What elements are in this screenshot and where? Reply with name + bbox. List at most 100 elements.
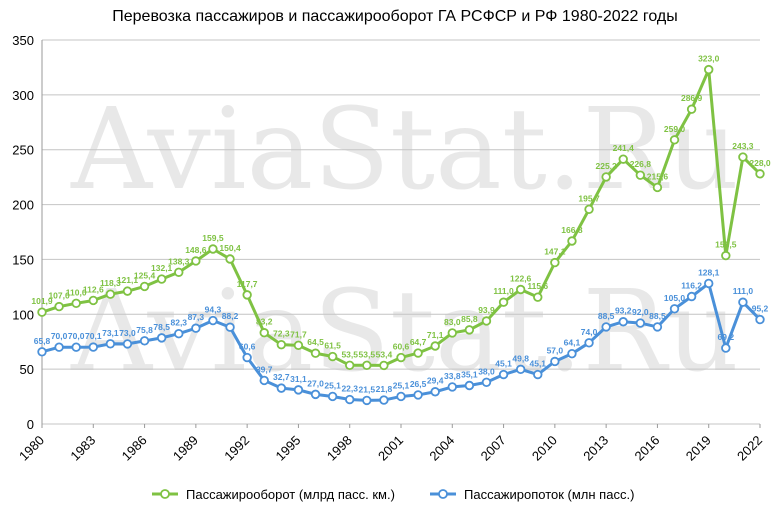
data-point — [652, 322, 663, 332]
data-point — [242, 290, 252, 300]
data-point — [293, 385, 304, 395]
data-label: 148,6 — [185, 245, 207, 255]
data-label: 111,0 — [493, 286, 514, 296]
data-point — [122, 339, 133, 349]
data-label: 64,7 — [410, 337, 427, 347]
x-axis: 1980 1983 1986 1989 1992 1995 1998 2001 2004 2007… — [16, 424, 765, 464]
data-label: 138,3 — [168, 256, 190, 266]
data-point — [259, 375, 269, 386]
data-label: 82,3 — [170, 318, 187, 328]
data-label: 107,0 — [48, 291, 70, 301]
legend-item: Пассажирооборот (млрд пасс. км.) — [152, 487, 395, 502]
data-label: 259,0 — [664, 124, 686, 134]
data-label: 243,3 — [732, 141, 754, 151]
data-point — [396, 391, 406, 402]
series-1: 101,9107,0110,0112,6118,3121,1125,4132,1… — [31, 54, 771, 371]
data-point — [464, 325, 475, 335]
gridlines — [42, 39, 760, 425]
data-point — [550, 356, 560, 367]
data-label: 115,6 — [527, 281, 548, 291]
data-point — [584, 204, 594, 214]
data-point — [208, 244, 218, 254]
x-tick-label: 2022 — [734, 433, 765, 464]
data-label: 132,1 — [151, 263, 173, 273]
legend-swatch-marker — [438, 489, 448, 499]
data-label: 39,7 — [256, 364, 273, 374]
data-point — [242, 352, 252, 363]
data-point — [88, 295, 98, 306]
data-label: 85,8 — [461, 314, 478, 324]
data-label: 70,0 — [51, 331, 68, 341]
series-2: 65,8 70,0 70,0 70,1 73,1 73,0 75,8 78,5 82,387,3… — [34, 267, 769, 406]
data-point — [174, 267, 184, 277]
data-point — [379, 395, 389, 405]
data-point — [259, 328, 269, 338]
y-tick-label: 350 — [12, 33, 34, 48]
x-tick-label: 1995 — [272, 433, 303, 464]
data-point — [447, 328, 457, 338]
data-label: 116,2 — [681, 281, 702, 291]
x-tick-label: 1986 — [119, 433, 150, 464]
chart-title: Перевозка пассажиров и пассажирооборот Г… — [112, 8, 677, 25]
data-point — [481, 377, 492, 388]
data-label: 125,4 — [134, 270, 156, 280]
data-label: 83,2 — [256, 317, 273, 327]
data-point — [71, 298, 81, 309]
data-point — [464, 380, 475, 391]
data-point — [686, 291, 697, 302]
x-tick-label: 1992 — [221, 433, 252, 464]
y-tick-label: 150 — [12, 252, 34, 267]
data-point — [345, 394, 355, 405]
data-point — [498, 297, 509, 307]
data-label: 69,2 — [718, 332, 735, 342]
x-tick-label: 1983 — [67, 433, 98, 464]
data-point — [37, 307, 47, 317]
y-tick-label: 200 — [12, 198, 34, 213]
y-tick-label: 50 — [20, 362, 34, 377]
data-label: 323,0 — [698, 54, 720, 64]
data-point — [567, 236, 577, 246]
data-point — [686, 104, 697, 114]
x-tick-label: 2016 — [631, 433, 662, 464]
data-label: 21,8 — [376, 384, 393, 394]
data-label: 128,1 — [698, 267, 720, 277]
data-label: 87,3 — [188, 312, 205, 322]
data-point — [601, 172, 611, 182]
data-point — [669, 304, 680, 314]
data-point — [738, 152, 748, 162]
data-point — [122, 286, 133, 296]
data-point — [533, 292, 543, 302]
data-point — [704, 64, 714, 75]
legend-item: Пассажиропоток (млн пасс.) — [430, 487, 634, 502]
data-label: 25,1 — [324, 380, 341, 390]
data-point — [515, 284, 526, 295]
data-point — [310, 348, 321, 358]
data-point — [721, 250, 731, 261]
data-point — [225, 322, 235, 332]
data-point — [37, 347, 47, 357]
data-label: 64,1 — [564, 338, 581, 348]
data-label: 73,0 — [119, 328, 136, 338]
data-point — [191, 256, 201, 266]
y-axis: 0 50 100 150 200 250 300 350 — [12, 33, 43, 432]
y-tick-label: 100 — [12, 307, 34, 322]
x-tick-label: 2004 — [426, 433, 457, 464]
data-point — [635, 170, 646, 180]
data-point — [71, 342, 81, 352]
data-point — [533, 369, 543, 380]
y-tick-label: 300 — [12, 88, 34, 103]
legend-label: Пассажирооборот (млрд пасс. км.) — [186, 487, 395, 502]
data-label: 75,8 — [136, 325, 153, 335]
data-label: 65,8 — [34, 336, 51, 346]
data-point — [396, 352, 406, 363]
x-tick-label: 1989 — [170, 433, 201, 464]
data-point — [430, 341, 440, 351]
y-tick-label: 250 — [12, 143, 34, 158]
data-point — [345, 360, 355, 371]
data-label: 105,0 — [664, 293, 686, 303]
data-label: 45,1 — [495, 359, 512, 369]
data-point — [105, 339, 116, 349]
data-point — [618, 317, 628, 327]
data-label: 147,1 — [544, 247, 566, 257]
